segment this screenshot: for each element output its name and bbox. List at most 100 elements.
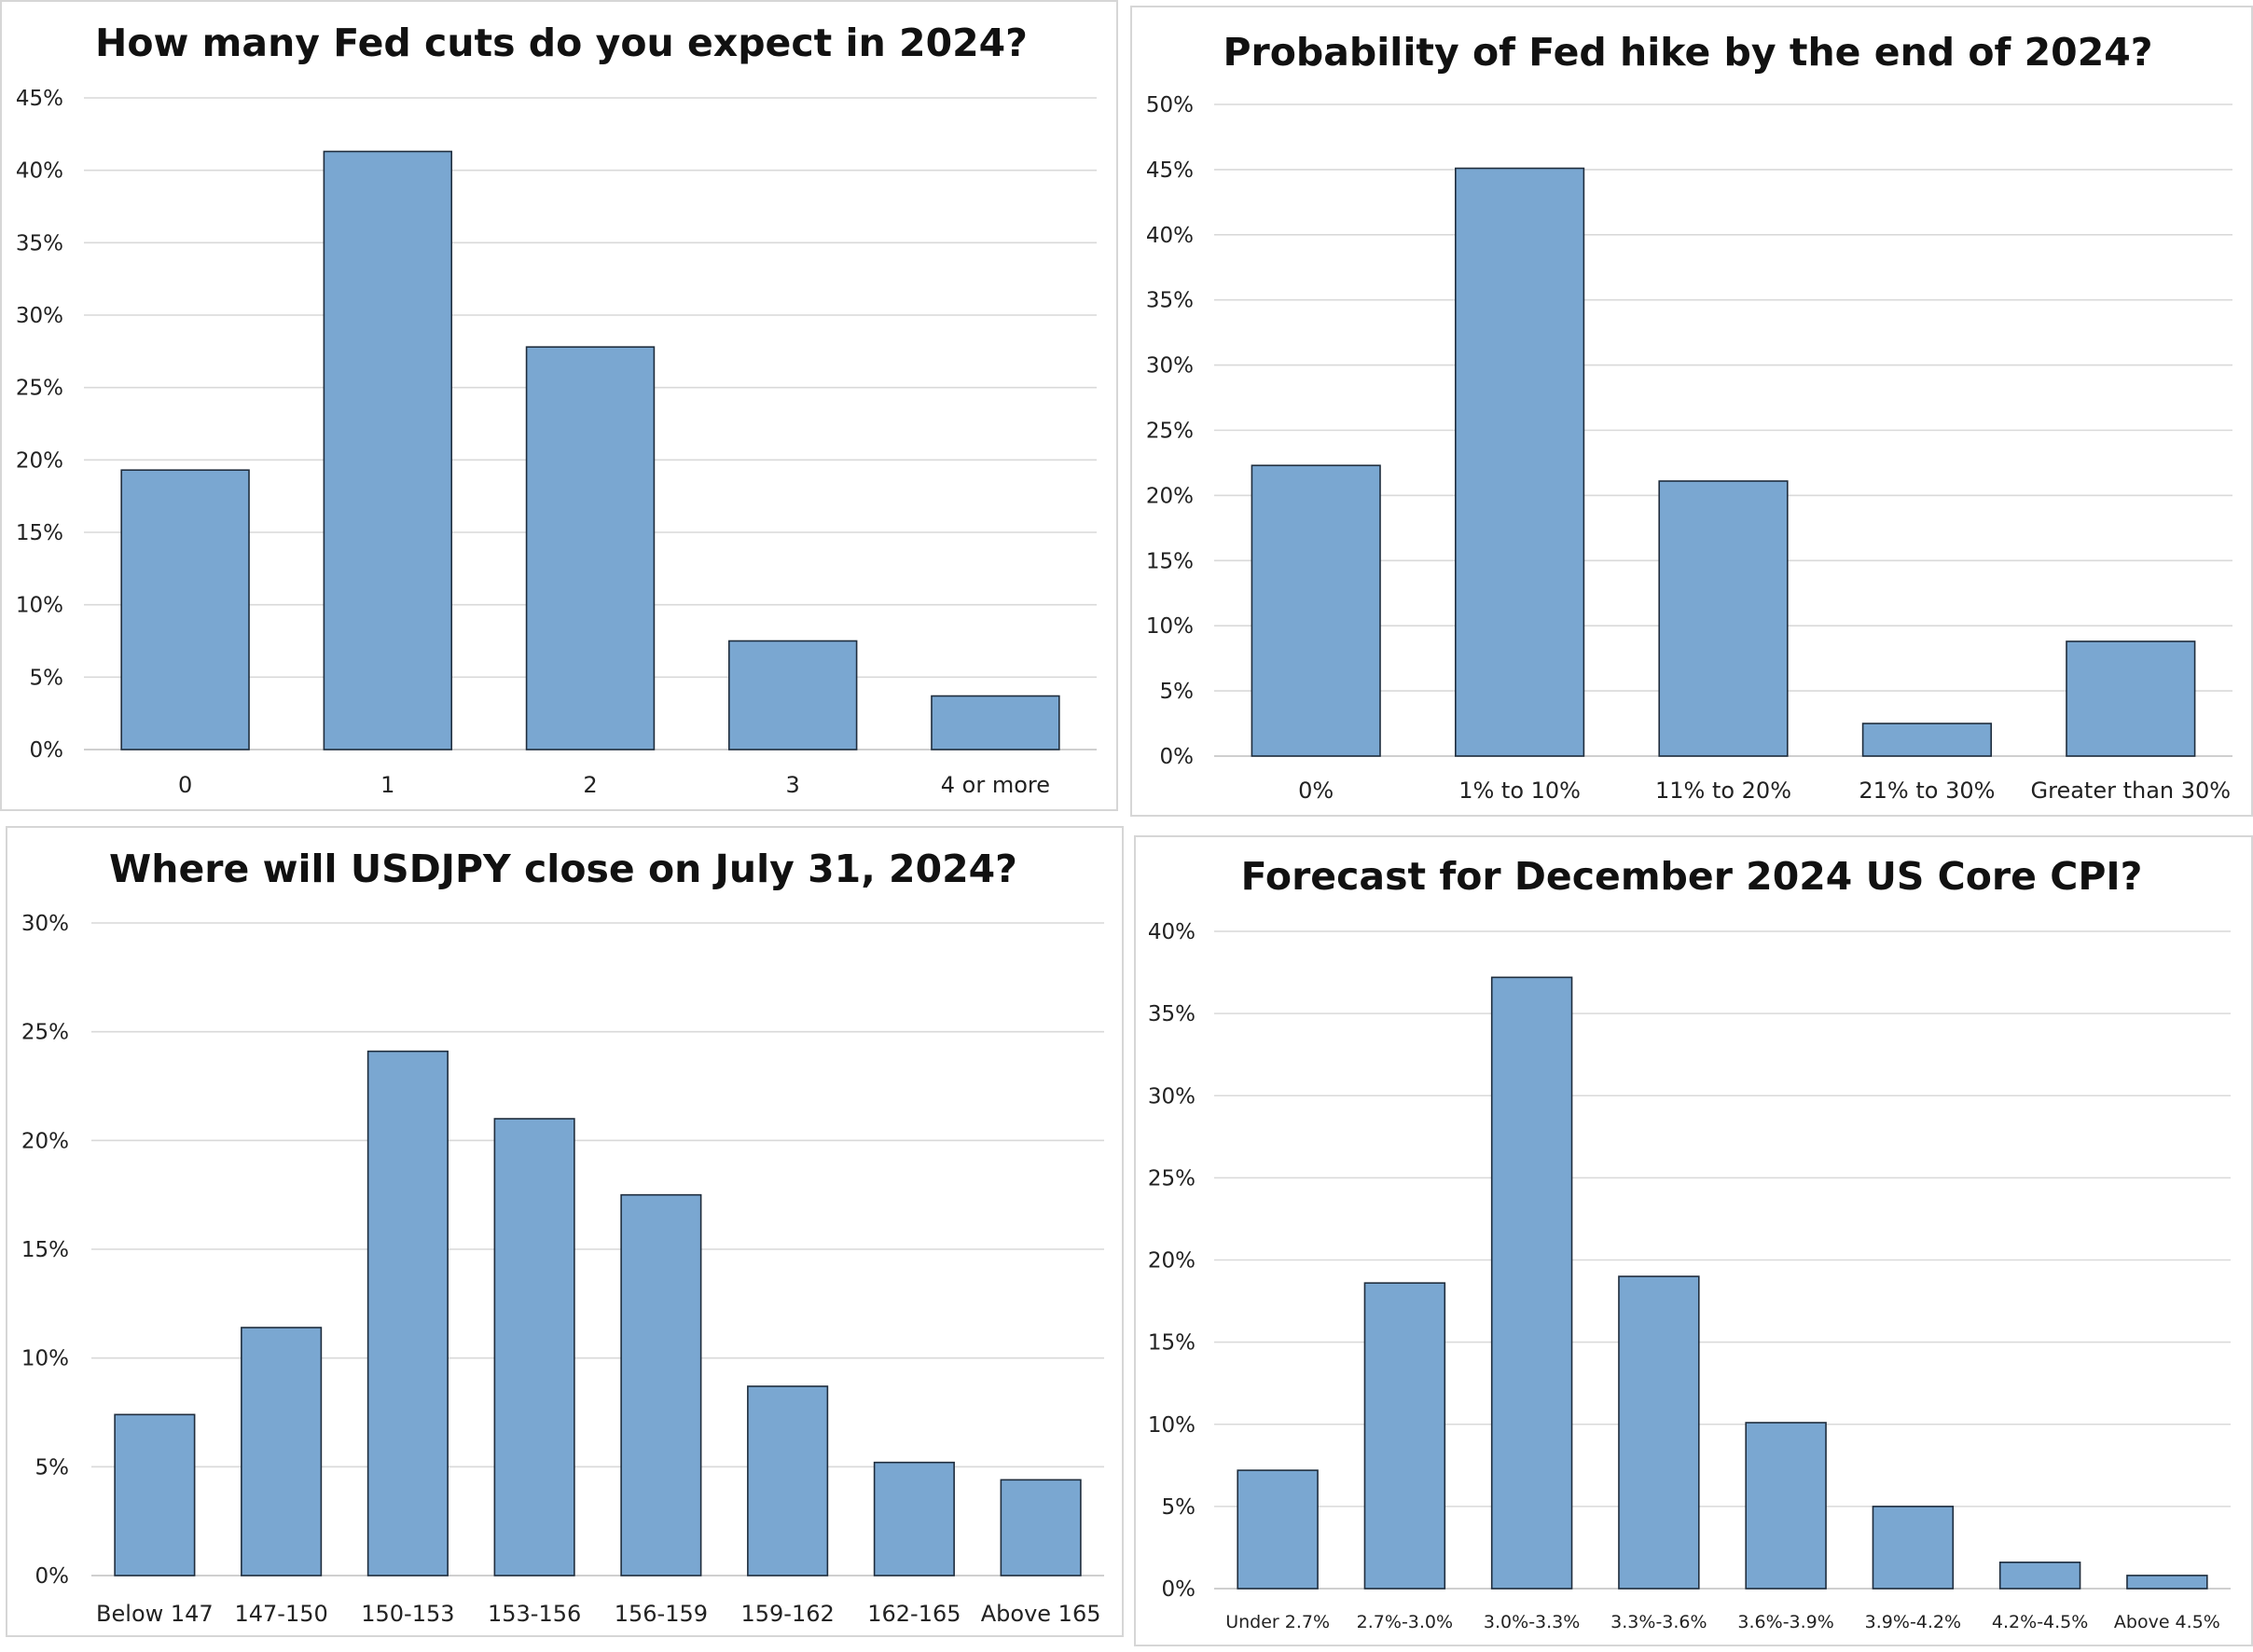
bar: [1251, 464, 1381, 757]
y-tick-label: 40%: [1146, 224, 1194, 248]
bar: [1998, 1561, 2081, 1590]
y-tick-label: 0%: [35, 1564, 70, 1589]
chart-panel-core-cpi: Forecast for December 2024 US Core CPI? 0…: [1134, 835, 2253, 1646]
y-tick-label: 25%: [16, 377, 63, 401]
y-tick-label: 35%: [16, 231, 63, 255]
bar: [241, 1327, 323, 1576]
x-category-label: 156-159: [615, 1601, 708, 1627]
chart-usdjpy: Where will USDJPY close on July 31, 2024…: [21, 847, 1104, 1627]
x-category-label: 11% to 20%: [1655, 778, 1791, 804]
y-tick-label: 20%: [21, 1129, 69, 1153]
bar: [1618, 1275, 1700, 1590]
bar: [323, 150, 453, 750]
y-tick-label: 30%: [16, 304, 63, 328]
x-category-label: Under 2.7%: [1225, 1612, 1330, 1632]
y-tick-label: 45%: [1146, 158, 1194, 183]
y-tick-label: 25%: [1146, 420, 1194, 444]
x-category-label: 150-153: [361, 1601, 454, 1627]
chart-title: Probability of Fed hike by the end of 20…: [1223, 30, 2152, 75]
chart-title: How many Fed cuts do you expect in 2024?: [95, 21, 1028, 65]
x-category-label: Above 165: [981, 1601, 1101, 1627]
x-category-label: 3: [786, 772, 800, 798]
bar: [1658, 480, 1789, 757]
x-category-label: 3.0%-3.3%: [1484, 1612, 1580, 1632]
y-tick-label: 40%: [16, 159, 63, 184]
y-tick-label: 20%: [1146, 484, 1194, 508]
y-tick-label: 5%: [1160, 680, 1195, 704]
y-tick-label: 10%: [16, 594, 63, 618]
y-tick-label: 5%: [1162, 1495, 1196, 1520]
y-tick-label: 0%: [1160, 745, 1195, 769]
bar: [525, 346, 656, 750]
y-tick-label: 20%: [16, 448, 63, 473]
bar: [1872, 1506, 1955, 1590]
x-category-label: Above 4.5%: [2114, 1612, 2220, 1632]
chart-core-cpi: Forecast for December 2024 US Core CPI? 0…: [1148, 854, 2231, 1632]
x-category-label: 1: [380, 772, 394, 798]
y-tick-label: 25%: [1148, 1166, 1196, 1191]
y-tick-label: 10%: [1146, 614, 1194, 639]
y-tick-label: 15%: [16, 521, 63, 545]
chart-panel-fed-hike: Probability of Fed hike by the end of 20…: [1130, 6, 2253, 817]
x-category-label: Below 147: [96, 1601, 214, 1627]
x-category-label: 159-162: [740, 1601, 834, 1627]
y-tick-label: 35%: [1148, 1002, 1196, 1026]
y-tick-label: 15%: [1146, 549, 1194, 573]
bar: [873, 1461, 955, 1576]
x-category-label: 2: [583, 772, 597, 798]
chart-title: Forecast for December 2024 US Core CPI?: [1241, 854, 2143, 899]
x-category-label: 147-150: [234, 1601, 327, 1627]
y-tick-label: 0%: [30, 738, 64, 763]
x-category-label: 3.6%-3.9%: [1737, 1612, 1833, 1632]
x-category-label: 21% to 30%: [1859, 778, 1995, 804]
y-tick-label: 45%: [16, 87, 63, 111]
chart-panel-fed-cuts: How many Fed cuts do you expect in 2024?…: [0, 0, 1118, 811]
y-tick-label: 40%: [1148, 920, 1196, 944]
x-category-label: 3.9%-4.2%: [1865, 1612, 1961, 1632]
bar: [120, 469, 250, 750]
bar: [1363, 1282, 1446, 1590]
y-tick-label: 30%: [1146, 354, 1194, 379]
x-category-label: 1% to 10%: [1458, 778, 1581, 804]
x-category-label: 162-165: [867, 1601, 961, 1627]
y-tick-label: 15%: [1148, 1331, 1196, 1356]
x-category-label: 0%: [1298, 778, 1334, 804]
bar: [493, 1118, 575, 1576]
bar: [2066, 640, 2196, 757]
y-tick-label: 10%: [1148, 1413, 1196, 1438]
chart-panel-usdjpy: Where will USDJPY close on July 31, 2024…: [6, 826, 1124, 1637]
x-category-label: 153-156: [488, 1601, 581, 1627]
x-category-label: 4.2%-4.5%: [1992, 1612, 2088, 1632]
bar: [931, 695, 1060, 750]
chart-title: Where will USDJPY close on July 31, 2024…: [109, 847, 1017, 891]
y-tick-label: 0%: [1162, 1577, 1196, 1602]
bar: [2126, 1575, 2208, 1590]
chart-fed-cuts: How many Fed cuts do you expect in 2024?…: [16, 21, 1097, 798]
bar: [620, 1193, 702, 1576]
x-category-label: 2.7%-3.0%: [1357, 1612, 1453, 1632]
y-tick-label: 25%: [21, 1021, 69, 1045]
bar: [1861, 723, 1992, 757]
y-tick-label: 30%: [21, 912, 69, 936]
bar: [1745, 1422, 1827, 1590]
x-category-label: 4 or more: [941, 772, 1050, 798]
bar: [1237, 1469, 1319, 1590]
y-tick-label: 5%: [30, 666, 64, 690]
x-category-label: Greater than 30%: [2031, 778, 2232, 804]
bar: [1455, 167, 1585, 757]
bar: [727, 640, 858, 750]
x-category-label: 3.3%-3.6%: [1610, 1612, 1707, 1632]
bar: [114, 1413, 196, 1576]
x-category-label: 0: [178, 772, 192, 798]
y-tick-label: 50%: [1146, 93, 1194, 117]
y-tick-label: 5%: [35, 1455, 70, 1480]
y-tick-label: 20%: [1148, 1249, 1196, 1273]
bar: [1000, 1479, 1082, 1576]
chart-fed-hike: Probability of Fed hike by the end of 20…: [1146, 30, 2232, 804]
bar: [366, 1050, 449, 1576]
y-tick-label: 10%: [21, 1347, 69, 1371]
y-tick-label: 15%: [21, 1238, 69, 1262]
bar: [1490, 976, 1573, 1590]
y-tick-label: 30%: [1148, 1084, 1196, 1108]
y-tick-label: 35%: [1146, 289, 1194, 313]
